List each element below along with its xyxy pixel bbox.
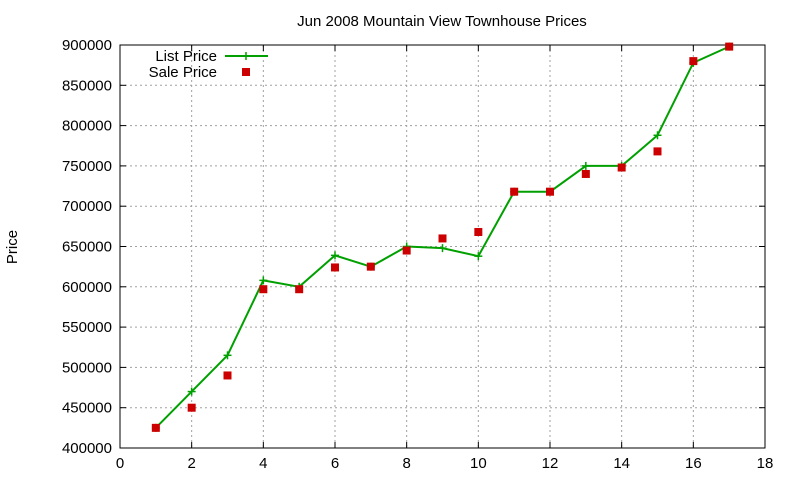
y-tick-label: 550000: [62, 319, 112, 336]
sale-price-point: [689, 57, 698, 66]
list-price-point: [474, 252, 483, 261]
x-tick-label: 8: [402, 455, 410, 472]
legend-label: List Price: [155, 48, 217, 65]
sale-price-point: [151, 423, 160, 432]
y-tick-label: 800000: [62, 118, 112, 135]
y-tick-label: 750000: [62, 158, 112, 175]
x-tick-label: 6: [331, 455, 339, 472]
sale-price-point: [581, 169, 590, 178]
y-tick-label: 450000: [62, 400, 112, 417]
y-tick-label: 900000: [62, 37, 112, 54]
y-axis-label: Price: [4, 230, 21, 264]
legend-plus-marker: [242, 52, 250, 60]
sale-price-point: [510, 187, 519, 196]
y-tick-label: 650000: [62, 239, 112, 256]
axes: [119, 44, 766, 449]
sale-price-point: [295, 285, 304, 294]
x-tick-label: 10: [470, 455, 487, 472]
tick-labels: 0 2 4 6 8 10 12 14 16 18 400000 450000 500000 550000 6…: [62, 37, 773, 472]
sale-price-point: [474, 227, 483, 236]
sale-price-point: [546, 187, 554, 196]
sale-price-point: [438, 234, 447, 243]
list-price-point: [223, 351, 232, 360]
x-tick-label: 0: [116, 455, 124, 472]
sale-price-point: [259, 285, 268, 294]
sale-price-point: [617, 163, 626, 172]
sale-price-point: [331, 263, 339, 272]
data-series: [151, 42, 734, 432]
sale-price-point: [366, 262, 375, 271]
y-tick-label: 850000: [62, 77, 112, 94]
legend-label: Sale Price: [149, 64, 217, 81]
sale-price-point: [653, 147, 662, 156]
legend-square-marker: [242, 68, 250, 76]
list-price-point: [187, 387, 196, 396]
y-tick-label: 400000: [62, 440, 112, 457]
y-tick-label: 600000: [62, 279, 112, 296]
sale-price-point: [725, 42, 734, 51]
list-price-point: [581, 161, 590, 170]
x-tick-label: 18: [757, 455, 774, 472]
list-price-point: [653, 131, 662, 140]
x-tick-label: 12: [542, 455, 559, 472]
list-price-point: [259, 276, 268, 285]
list-price-point: [331, 251, 339, 260]
y-tick-label: 700000: [62, 198, 112, 215]
x-tick-label: 16: [685, 455, 702, 472]
y-tick-label: 500000: [62, 359, 112, 376]
sale-price-point: [223, 371, 232, 380]
chart-title: Jun 2008 Mountain View Townhouse Prices: [297, 13, 587, 30]
sale-price-point: [402, 246, 411, 255]
sale-price-point: [187, 403, 196, 412]
list-price-point: [438, 244, 447, 253]
x-tick-label: 2: [187, 455, 195, 472]
x-tick-label: 4: [259, 455, 267, 472]
x-tick-label: 14: [613, 455, 630, 472]
